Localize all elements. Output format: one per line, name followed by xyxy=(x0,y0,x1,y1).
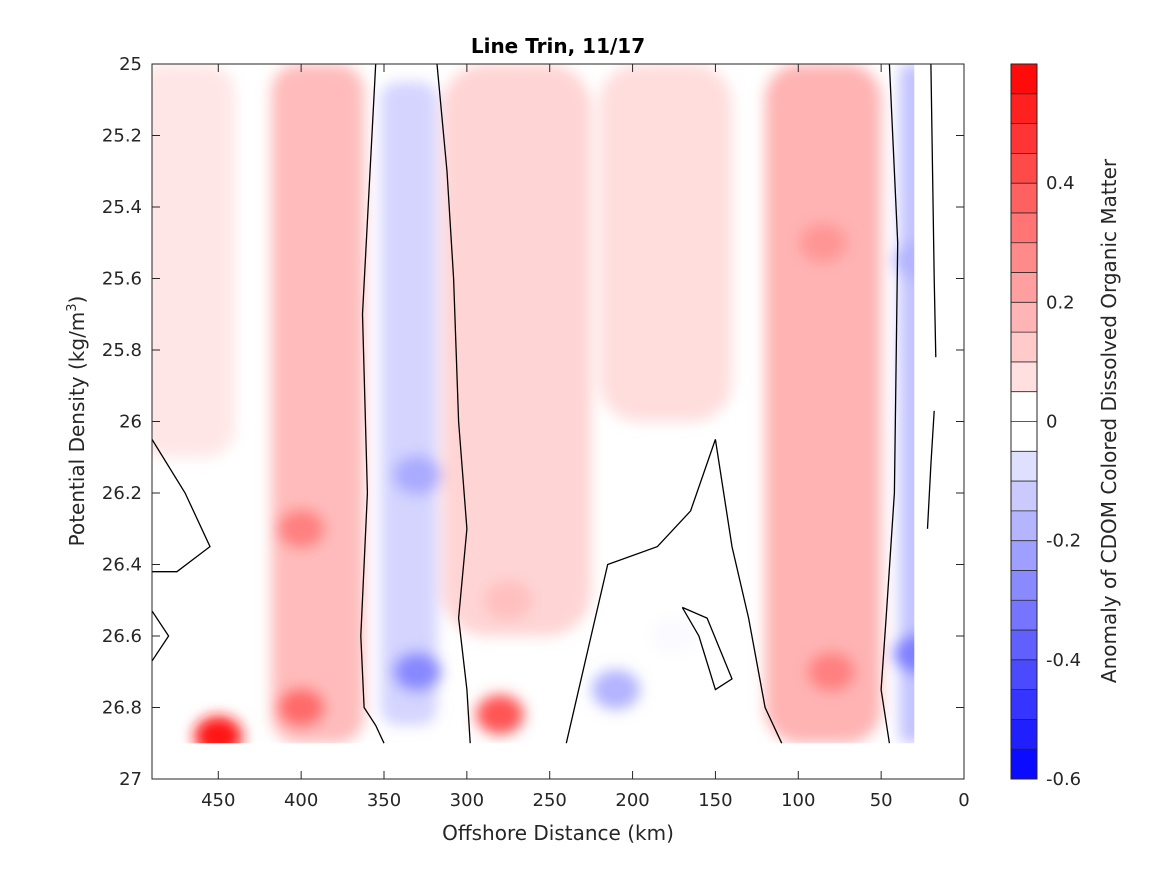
zero-contour-20-low xyxy=(926,410,935,529)
colorbar-tick-label: -0.6 xyxy=(1046,769,1081,790)
colorbar-bin xyxy=(1011,183,1037,213)
colorbar-bin xyxy=(1011,570,1037,601)
colorbar-bin xyxy=(1011,451,1037,482)
field-positive-band-470 xyxy=(152,64,235,458)
colorbar-bin xyxy=(1011,242,1037,273)
colorbar-tick-label: -0.4 xyxy=(1046,650,1081,671)
chart-title: Line Trin, 11/17 xyxy=(471,34,645,58)
colorbar-bin xyxy=(1011,630,1037,660)
colorbar-tick-label: 0.2 xyxy=(1046,292,1075,313)
colorbar-bin xyxy=(1011,481,1037,511)
y-tick-label: 25.6 xyxy=(102,269,142,290)
y-tick-label: 25.4 xyxy=(102,197,142,218)
field-positive-band-270 xyxy=(442,64,592,636)
y-tick-label: 26.2 xyxy=(102,483,142,504)
zero-region-loop xyxy=(565,439,783,744)
field-negative-blob-330-26.7 xyxy=(393,651,442,692)
no-data-bottom xyxy=(152,743,964,779)
colorbar-bin xyxy=(1011,510,1037,541)
y-tick-label: 26.6 xyxy=(102,626,142,647)
colorbar-bin xyxy=(1011,153,1037,184)
colorbar-bin xyxy=(1011,332,1037,362)
field-positive-band-180 xyxy=(599,64,732,422)
y-axis-label-close: ) xyxy=(65,296,89,304)
anomaly-field xyxy=(152,64,964,779)
field-positive-blob-400-26.8 xyxy=(277,687,326,728)
x-tick-label: 200 xyxy=(615,790,649,811)
colorbar-bin xyxy=(1011,302,1037,333)
x-tick-label: 150 xyxy=(698,790,732,811)
x-axis-label: Offshore Distance (km) xyxy=(442,821,674,845)
y-tick-label: 27 xyxy=(119,769,142,790)
field-positive-blob-280-26.82 xyxy=(476,694,524,735)
colorbar-label: Anomaly of CDOM Colored Dissolved Organi… xyxy=(1097,158,1121,683)
colorbar-tick-label: -0.2 xyxy=(1046,531,1081,552)
colorbar-frame xyxy=(1010,63,1038,780)
colorbar-bin xyxy=(1011,93,1037,124)
plot-area xyxy=(152,64,964,779)
field-zero-region-175 xyxy=(650,616,698,656)
zero-contour-47 xyxy=(880,64,899,744)
colorbar-bin xyxy=(1011,272,1037,303)
no-data-east xyxy=(914,64,964,746)
field-negative-band-335 xyxy=(380,81,438,726)
colorbar-bin xyxy=(1011,600,1037,631)
colorbar-bin xyxy=(1011,212,1037,243)
x-tick-label: 400 xyxy=(284,790,318,811)
field-positive-blob-80-26.7 xyxy=(807,651,856,692)
field-positive-blob-400-26.3 xyxy=(277,508,326,549)
zero-loop-small xyxy=(681,606,733,691)
x-tick-label: 450 xyxy=(201,790,235,811)
colorbar-bin xyxy=(1011,64,1037,94)
zero-contour-310 xyxy=(436,64,471,744)
x-tick-label: 300 xyxy=(450,790,484,811)
field-positive-band-270-lower xyxy=(484,580,533,621)
colorbar-bin xyxy=(1011,421,1037,452)
y-tick-label: 25.2 xyxy=(102,126,142,147)
zero-contour-360 xyxy=(360,64,385,744)
field-negative-blob-210-26.75 xyxy=(592,669,640,710)
colorbar-bin xyxy=(1011,123,1037,154)
colorbar-bin xyxy=(1011,749,1037,779)
colorbar-bin xyxy=(1011,659,1037,690)
colorbar-tick-label: 0.4 xyxy=(1046,173,1075,194)
y-axis-label-main: Potential Density (kg/m xyxy=(65,312,89,547)
colorbar-tick-label: 0 xyxy=(1046,412,1057,433)
x-tick-label: 0 xyxy=(958,790,969,811)
y-axis-label-superscript: 3 xyxy=(65,303,80,311)
colorbar-bin xyxy=(1011,361,1037,392)
field-negative-blob-330-26.15 xyxy=(393,455,442,496)
x-tick-label: 250 xyxy=(533,790,567,811)
zero-contour-west-bottom xyxy=(152,610,170,662)
x-tick-label: 100 xyxy=(781,790,815,811)
y-tick-label: 25.8 xyxy=(102,340,142,361)
colorbar-bin xyxy=(1011,391,1037,422)
zero-contour-west-top xyxy=(152,439,211,573)
colorbar-bin xyxy=(1011,719,1037,750)
field-positive-band-390 xyxy=(271,64,365,744)
colorbar-bin xyxy=(1011,540,1037,571)
colorbar-bin xyxy=(1011,689,1037,720)
y-tick-label: 26.8 xyxy=(102,698,142,719)
zero-contour-20 xyxy=(930,64,937,358)
field-positive-core-85-25.5 xyxy=(799,222,848,263)
y-axis: 25 25.2 25.4 25.6 25.8 26 26.2 26.4 26.6 26.8 27 xyxy=(102,54,964,790)
x-tick-label: 350 xyxy=(367,790,401,811)
colorbar: 0.4 0.2 0 -0.2 -0.4 -0.6 xyxy=(1010,63,1081,790)
x-tick-label: 50 xyxy=(870,790,893,811)
y-axis-label: Potential Density (kg/m3) xyxy=(65,296,89,547)
zero-contours xyxy=(152,64,937,744)
y-tick-label: 26.4 xyxy=(102,555,142,576)
x-axis: 450 400 350 300 250 200 150 100 50 0 xyxy=(201,64,970,811)
y-tick-label: 25 xyxy=(119,54,142,75)
y-tick-label: 26 xyxy=(119,412,142,433)
field-positive-band-85 xyxy=(765,64,882,744)
